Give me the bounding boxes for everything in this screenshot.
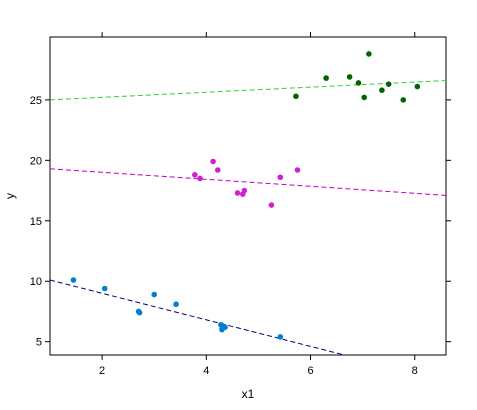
data-point-s1-9	[222, 324, 228, 330]
data-point-s3-5	[361, 94, 367, 101]
data-point-s1-10	[277, 334, 284, 340]
fit-line-1	[50, 279, 345, 355]
y-tick-label: 10	[30, 276, 42, 288]
data-point-s1-1	[70, 277, 77, 283]
y-axis-title: y	[3, 193, 17, 199]
data-point-s2-3	[210, 158, 216, 165]
y-tick-label: 5	[36, 337, 42, 349]
x-tick-label: 6	[307, 365, 313, 377]
data-point-s3-1	[293, 93, 299, 100]
fit-line-3	[50, 80, 446, 101]
data-point-s2-5	[234, 190, 241, 196]
x-axis: 2 4 6 8	[99, 32, 418, 377]
x-tick-label: 4	[203, 365, 209, 377]
data-point-s2-8	[268, 202, 275, 208]
data-point-s3-7	[379, 87, 385, 94]
y-tick-label: 15	[30, 216, 42, 228]
fit-lines	[50, 80, 446, 355]
data-point-s2-10	[294, 167, 301, 173]
data-point-s2-1	[192, 172, 198, 178]
fit-line-2	[50, 168, 446, 196]
y-tick-label: 20	[30, 155, 42, 167]
data-point-s1-4	[136, 309, 143, 316]
data-points	[70, 51, 421, 340]
x-tick-label: 2	[99, 365, 105, 377]
y-axis: 5 10 15 20 25	[30, 95, 451, 349]
x-axis-title: x1	[242, 387, 255, 401]
y-tick-label: 25	[30, 95, 42, 107]
data-point-s2-4	[214, 167, 221, 173]
x-tick-label: 8	[412, 365, 418, 377]
data-point-s3-10	[414, 83, 421, 90]
data-point-s3-2	[323, 75, 329, 81]
data-point-s1-5	[151, 291, 158, 298]
data-point-s3-6	[366, 51, 372, 57]
data-point-s1-6	[173, 301, 179, 308]
data-point-s1-2	[101, 285, 108, 292]
data-point-s2-7	[241, 187, 248, 194]
data-point-s2-9	[277, 174, 284, 181]
data-point-s3-3	[346, 74, 353, 80]
data-point-s3-8	[385, 81, 392, 87]
data-point-s2-2	[197, 175, 203, 182]
data-point-s3-4	[355, 80, 362, 86]
plot-frame	[49, 36, 447, 356]
data-point-s1-7	[218, 321, 224, 328]
data-point-s3-9	[400, 97, 407, 103]
